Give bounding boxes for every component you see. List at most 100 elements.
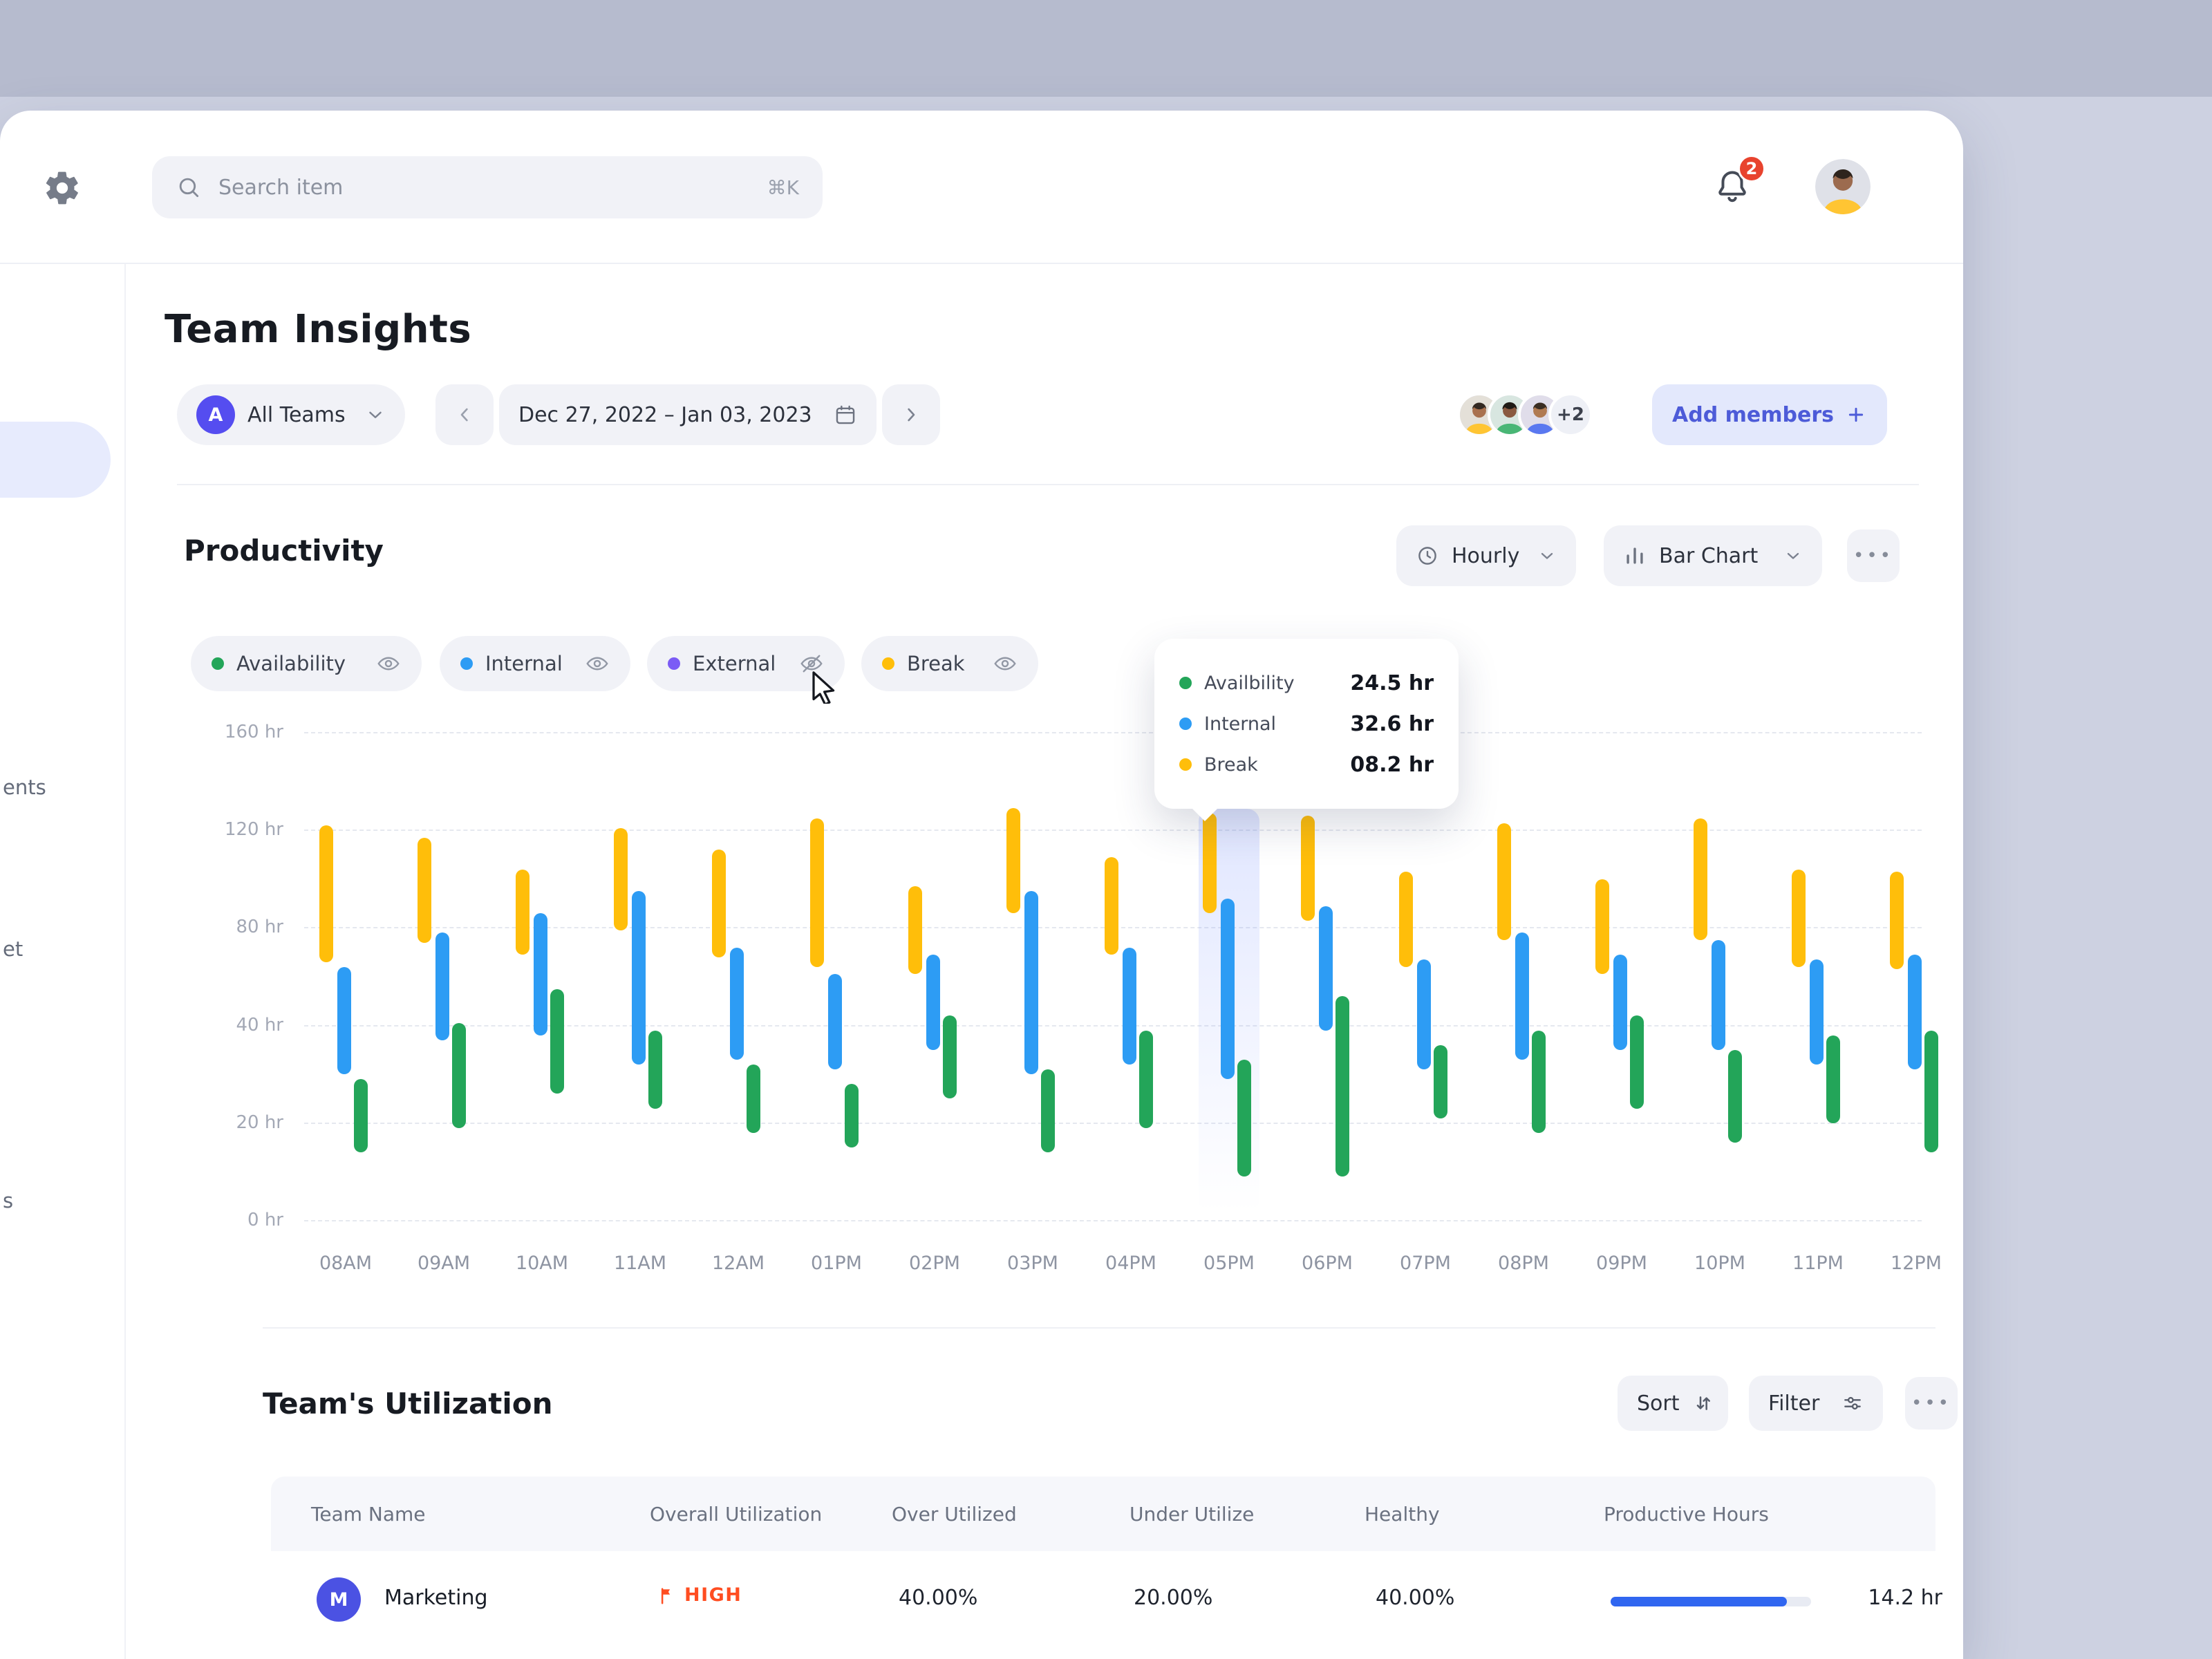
bar-segment-break[interactable] — [1006, 808, 1020, 914]
bar-segment-break[interactable] — [1105, 857, 1118, 955]
bar-segment-availability[interactable] — [1434, 1044, 1447, 1118]
bar-segment-internal[interactable] — [1712, 940, 1725, 1050]
bar-segment-internal[interactable] — [534, 913, 547, 1035]
chart-type-dropdown[interactable]: Bar Chart — [1604, 525, 1822, 586]
bar-segment-availability[interactable] — [1139, 1030, 1153, 1128]
page-title: Team Insights — [165, 307, 472, 352]
eye-icon[interactable] — [585, 651, 610, 676]
legend-external[interactable]: External — [647, 636, 845, 691]
sort-label: Sort — [1637, 1391, 1680, 1416]
column-header-under-utilize: Under Utilize — [1130, 1503, 1255, 1526]
utilization-more-button[interactable]: ••• — [1905, 1377, 1958, 1430]
legend-internal[interactable]: Internal — [440, 636, 630, 691]
bar-segment-internal[interactable] — [730, 947, 744, 1060]
section-divider — [263, 1327, 1936, 1329]
sidebar-item-label[interactable]: ents — [3, 776, 46, 799]
legend-break[interactable]: Break — [861, 636, 1038, 691]
table-row[interactable]: M Marketing HIGH 40.00% 20.00% 40.00% 14… — [271, 1551, 1942, 1659]
bar-segment-internal[interactable] — [1613, 955, 1627, 1050]
bar-segment-availability[interactable] — [1826, 1035, 1840, 1123]
notifications-button[interactable]: 2 — [1713, 155, 1765, 212]
utilization-title: Team's Utilization — [263, 1387, 553, 1421]
tooltip-label: Internal — [1204, 713, 1277, 735]
bar-segment-internal[interactable] — [1908, 955, 1922, 1070]
y-axis-label: 80 hr — [236, 917, 283, 938]
date-range-picker[interactable]: Dec 27, 2022 – Jan 03, 2023 — [499, 384, 877, 445]
bar-segment-availability[interactable] — [1237, 1060, 1251, 1177]
bar-segment-break[interactable] — [810, 818, 824, 967]
x-axis-label: 10PM — [1694, 1253, 1745, 1274]
bar-segment-break[interactable] — [516, 869, 529, 955]
eye-icon[interactable] — [993, 651, 1018, 676]
bar-segment-internal[interactable] — [1810, 959, 1824, 1065]
bar-segment-internal[interactable] — [1024, 891, 1038, 1075]
sidebar-item-label[interactable]: s — [3, 1189, 14, 1212]
bar-segment-availability[interactable] — [1728, 1049, 1742, 1143]
sidebar-item-label[interactable]: et — [3, 937, 24, 961]
eye-off-icon[interactable] — [799, 651, 824, 676]
bar-segment-internal[interactable] — [1221, 899, 1235, 1080]
eye-icon[interactable] — [376, 651, 401, 676]
cursor-pointer — [805, 668, 841, 704]
x-axis-label: 10AM — [515, 1253, 569, 1274]
add-members-button[interactable]: Add members — [1652, 384, 1887, 445]
bar-segment-availability[interactable] — [1924, 1030, 1938, 1153]
bar-segment-break[interactable] — [614, 827, 628, 930]
bar-segment-internal[interactable] — [1123, 947, 1136, 1065]
sort-icon — [1692, 1392, 1714, 1414]
bar-segment-break[interactable] — [319, 825, 333, 962]
bar-segment-availability[interactable] — [452, 1023, 466, 1128]
bar-segment-break[interactable] — [1792, 869, 1806, 967]
sidebar-active-item[interactable] — [0, 422, 111, 498]
bar-segment-availability[interactable] — [1532, 1030, 1546, 1133]
user-avatar[interactable] — [1815, 159, 1871, 214]
tooltip-value: 08.2 hr — [1350, 752, 1434, 777]
bar-segment-availability[interactable] — [747, 1065, 760, 1133]
break-dot — [1179, 758, 1192, 771]
interval-dropdown[interactable]: Hourly — [1396, 525, 1576, 586]
sort-button[interactable]: Sort — [1618, 1376, 1728, 1431]
bar-segment-break[interactable] — [712, 850, 726, 957]
bar-segment-break[interactable] — [1497, 823, 1511, 941]
gear-icon — [43, 169, 82, 207]
bar-segment-internal[interactable] — [1417, 959, 1431, 1070]
bar-segment-break[interactable] — [1203, 813, 1217, 914]
date-prev-button[interactable] — [435, 384, 494, 445]
bar-segment-availability[interactable] — [943, 1015, 957, 1099]
productivity-more-button[interactable]: ••• — [1847, 529, 1900, 582]
team-filter-dropdown[interactable]: A All Teams — [177, 384, 405, 445]
bar-segment-break[interactable] — [1399, 872, 1413, 967]
bar-segment-internal[interactable] — [828, 974, 842, 1070]
search-bar[interactable]: ⌘K — [152, 156, 823, 218]
bar-segment-internal[interactable] — [337, 966, 351, 1075]
bar-segment-availability[interactable] — [354, 1079, 368, 1153]
tooltip-row: Availbility 24.5 hr — [1179, 671, 1434, 695]
search-input[interactable] — [218, 175, 767, 200]
bar-segment-break[interactable] — [908, 886, 922, 975]
legend-availability[interactable]: Availability — [191, 636, 422, 691]
bar-segment-break[interactable] — [418, 837, 431, 943]
bar-segment-break[interactable] — [1595, 879, 1609, 975]
y-axis-label: 20 hr — [236, 1112, 283, 1133]
table-header-row — [271, 1477, 1936, 1551]
bar-segment-internal[interactable] — [1319, 906, 1333, 1031]
filter-button[interactable]: Filter — [1749, 1376, 1883, 1431]
date-next-button[interactable] — [882, 384, 940, 445]
date-range-label: Dec 27, 2022 – Jan 03, 2023 — [518, 402, 812, 427]
bar-segment-availability[interactable] — [648, 1030, 662, 1109]
bar-segment-internal[interactable] — [1515, 932, 1529, 1060]
bar-segment-internal[interactable] — [632, 891, 646, 1065]
bar-segment-availability[interactable] — [845, 1084, 859, 1148]
bar-segment-availability[interactable] — [1335, 996, 1349, 1177]
bar-segment-internal[interactable] — [926, 955, 940, 1050]
bar-segment-break[interactable] — [1694, 818, 1707, 941]
bar-segment-availability[interactable] — [1630, 1015, 1644, 1109]
bar-segment-availability[interactable] — [550, 988, 564, 1094]
bar-segment-break[interactable] — [1890, 872, 1904, 970]
settings-button[interactable] — [43, 169, 82, 207]
bar-segment-internal[interactable] — [435, 932, 449, 1040]
bar-segment-break[interactable] — [1301, 816, 1315, 921]
bar-segment-availability[interactable] — [1041, 1069, 1055, 1153]
members-avatar-group[interactable]: +2 — [1457, 393, 1593, 437]
